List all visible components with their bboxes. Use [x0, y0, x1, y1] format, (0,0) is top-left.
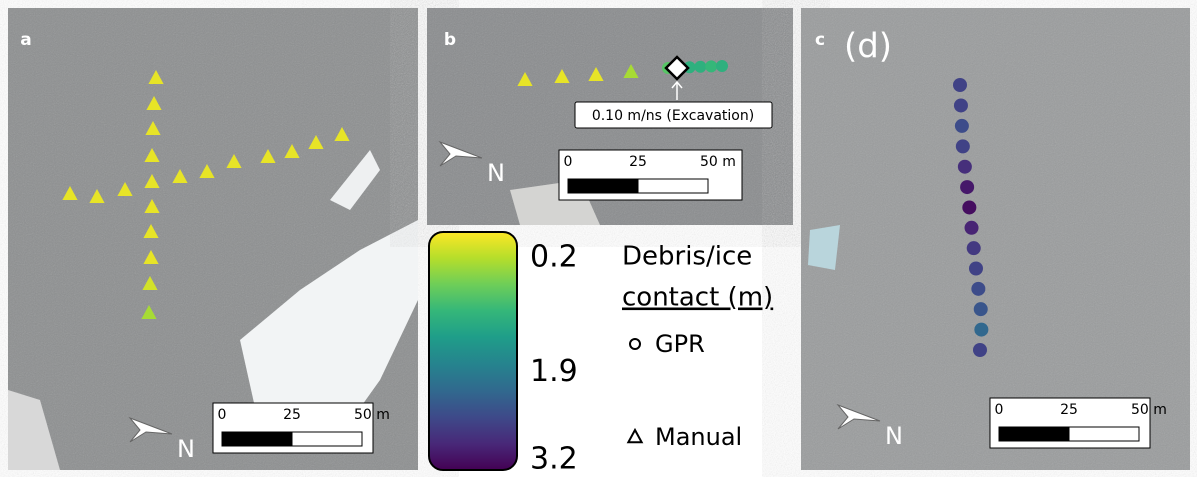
scale-bar-segment [638, 179, 708, 193]
scale-bar-label: 50 m [700, 154, 736, 170]
gpr-point [974, 323, 988, 337]
annotation: 0.10 m/ns (Excavation) [592, 108, 754, 124]
legend-gpr: GPR [655, 330, 705, 358]
scale-bar-label: 25 [629, 154, 647, 170]
figure: a N 0 25 50 m b N 0 25 50 m c N 0 25 50 m 0.10 m/ns (Ex… [0, 0, 1197, 477]
scale-bar-label: 0 [218, 407, 227, 423]
scale-bar-segment [568, 179, 638, 193]
scale-bar-label: 50 m [354, 407, 390, 423]
gpr-point [958, 160, 972, 174]
legend-gpr-symbol [630, 339, 640, 349]
scale-bar-segment [292, 432, 362, 446]
colorbar [429, 232, 517, 470]
gpr-point [953, 78, 967, 92]
gpr-point [967, 241, 981, 255]
gpr-point [971, 282, 985, 296]
gpr-point [955, 119, 969, 133]
panel-label: c [815, 30, 825, 50]
scale-bar-label: 0 [564, 154, 573, 170]
gpr-point [969, 262, 983, 276]
north-label: N [885, 422, 903, 450]
gpr-point [965, 221, 979, 235]
gpr-point [960, 180, 974, 194]
gpr-point [716, 60, 728, 72]
colorbar-tick-label: 1.9 [530, 354, 578, 389]
legend-manual: Manual [655, 423, 742, 451]
inset-label: (d) [844, 27, 892, 67]
gpr-point [956, 139, 970, 153]
legend-title: Debris/ice [622, 242, 752, 272]
gpr-point [954, 98, 968, 112]
north-label: N [487, 159, 505, 187]
gpr-point [694, 61, 706, 73]
panel-label: b [444, 30, 456, 50]
scale-bar-segment [1069, 427, 1139, 441]
gpr-point [973, 343, 987, 357]
north-label: N [177, 435, 195, 463]
scale-bar-label: 50 m [1131, 402, 1167, 418]
pond [808, 225, 840, 270]
legend-title: contact (m) [622, 283, 773, 313]
scale-bar-segment [222, 432, 292, 446]
scale-bar-label: 25 [1060, 402, 1078, 418]
panel-label: a [20, 30, 31, 50]
scale-bar-label: 0 [995, 402, 1004, 418]
scale-bar-segment [999, 427, 1069, 441]
gpr-point [705, 60, 717, 72]
gpr-point [962, 200, 976, 214]
colorbar-tick-label: 3.2 [530, 442, 578, 477]
scale-bar-label: 25 [283, 407, 301, 423]
legend-manual-symbol [628, 430, 641, 442]
colorbar-tick-label: 0.2 [530, 240, 578, 275]
gpr-point [974, 302, 988, 316]
